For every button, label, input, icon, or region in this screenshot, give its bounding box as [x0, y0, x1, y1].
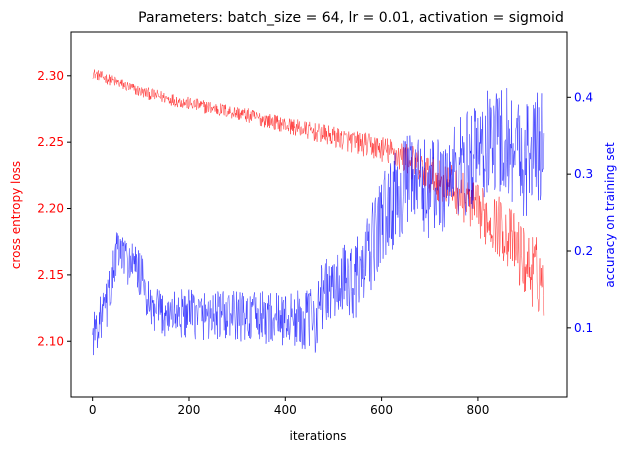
left-y-tick-label: 2.25 [37, 135, 64, 149]
right-y-axis-ticks: 0.1 0.2 0.3 0.4 [567, 90, 593, 335]
x-tick-label: 400 [274, 403, 297, 417]
cross-entropy-loss-line [92, 69, 545, 316]
right-y-tick-label: 0.3 [574, 167, 593, 181]
left-y-tick-label: 2.15 [37, 268, 64, 282]
right-y-tick-label: 0.2 [574, 244, 593, 258]
left-y-tick-label: 2.30 [37, 69, 64, 83]
x-tick-label: 800 [466, 403, 489, 417]
x-axis-ticks: 0 200 400 600 800 [89, 397, 489, 417]
left-y-tick-label: 2.10 [37, 334, 64, 348]
left-y-axis-ticks: 2.10 2.15 2.20 2.25 2.30 [37, 69, 71, 348]
right-y-tick-label: 0.4 [574, 90, 593, 104]
x-axis-label: iterations [290, 429, 347, 443]
left-y-axis-label: cross entropy loss [9, 161, 23, 269]
chart-title: Parameters: batch_size = 64, lr = 0.01, … [138, 10, 564, 26]
x-tick-label: 200 [178, 403, 201, 417]
accuracy-series-group [92, 87, 545, 356]
accuracy-on-training-set-line [92, 87, 545, 356]
x-tick-label: 600 [370, 403, 393, 417]
left-y-tick-label: 2.20 [37, 202, 64, 216]
x-tick-label: 0 [89, 403, 97, 417]
right-y-tick-label: 0.1 [574, 321, 593, 335]
loss-series-group [92, 69, 545, 316]
plot-area-frame [70, 31, 568, 398]
right-y-axis-label: accuracy on training set [603, 142, 617, 288]
